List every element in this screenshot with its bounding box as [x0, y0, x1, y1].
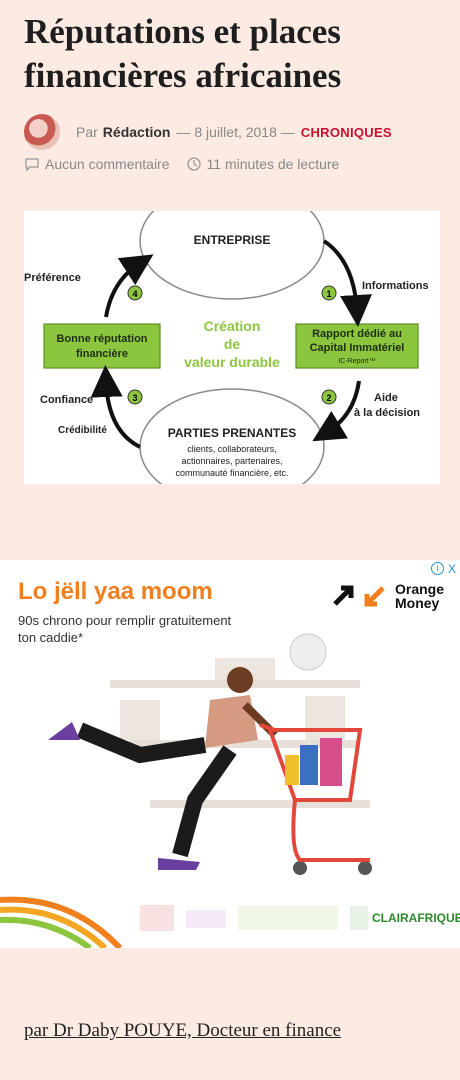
left-box [43, 323, 161, 369]
right-box [295, 323, 419, 369]
brand-line-1: Orange [394, 581, 444, 597]
arrow-4 [104, 254, 154, 318]
ad-headline: Lo jëll yaa moom [18, 578, 213, 605]
cart-wheel-2 [358, 861, 372, 875]
partner-clairafrique: CLAIRAFRIQUE [372, 911, 460, 925]
shelf-box-2 [120, 700, 160, 740]
step-1-badge [321, 285, 337, 301]
center-line-2: de [224, 336, 241, 352]
stripe-3 [0, 916, 92, 948]
top-label: ENTREPRISE [194, 233, 271, 247]
left-box-line-2: financière [76, 348, 128, 360]
step-3-badge [127, 389, 143, 405]
author-link[interactable]: Rédaction [102, 124, 171, 140]
read-time: 11 minutes de lecture [206, 156, 340, 172]
man-leg-back [76, 722, 207, 764]
comment-icon [25, 158, 39, 172]
top-ellipse [139, 211, 325, 300]
shelf-2 [130, 740, 360, 748]
shelf-box-3 [305, 696, 345, 740]
arrow-1 [322, 239, 373, 327]
label-preference: Préférence [24, 272, 81, 284]
cart-wheel-1 [293, 861, 307, 875]
man-leg-front [172, 745, 237, 858]
step-4-badge [127, 285, 143, 301]
category-link[interactable]: CHRONIQUES [300, 124, 392, 140]
close-icon[interactable]: X [447, 562, 456, 576]
bottom-title: PARTIES PRENANTES [168, 426, 296, 440]
article-stats: Aucun commentaire 11 minutes de lecture [24, 156, 444, 172]
bottom-line-3: communauté financière, etc. [175, 468, 288, 478]
label-confiance: Confiance [40, 394, 93, 406]
center-line-3: valeur durable [184, 354, 280, 370]
label-credibilite: Crédibilité [58, 425, 107, 436]
author-byline[interactable]: par Dr Daby POUYE, Docteur en finance [24, 1020, 342, 1041]
author-avatar[interactable] [24, 114, 60, 150]
cart-items-3 [285, 755, 299, 785]
author-prefix: Par [76, 124, 98, 140]
step-3-num: 3 [132, 393, 137, 403]
clock-icon [186, 157, 201, 171]
right-box-line-2: Capital Immatériel [310, 342, 405, 354]
value-creation-diagram: ENTREPRISE PARTIES PRENANTES clients, co… [24, 211, 440, 484]
shoe-front [158, 858, 200, 870]
label-informations: Informations [362, 280, 429, 292]
post-date: — 8 juillet, 2018 — [176, 124, 295, 140]
label-decision: à la décision [354, 407, 420, 419]
arrow-2 [312, 380, 361, 442]
right-box-sub: IC-Report™ [338, 358, 375, 365]
stripe-1 [0, 896, 123, 948]
arrow-3 [90, 365, 141, 449]
step-2-badge [321, 389, 337, 405]
step-1-num: 1 [326, 289, 331, 299]
orange-money-logo: Orange Money [331, 582, 444, 610]
cart-handle [259, 723, 276, 732]
left-box-line-1: Bonne réputation [56, 333, 147, 345]
advertisement[interactable]: i X Lo jëll yaa moom 90s chrono pour rem… [0, 560, 460, 948]
stripe-2 [0, 906, 108, 948]
cart-frame [291, 799, 370, 862]
partner-logo-4-icon [350, 906, 368, 930]
right-box-line-1: Rapport dédié au [312, 328, 402, 340]
label-aide: Aide [374, 392, 398, 404]
center-line-1: Création [204, 318, 261, 334]
partner-logo-1 [140, 905, 174, 931]
comments-link[interactable]: Aucun commentaire [45, 156, 170, 172]
shoe-back [48, 722, 80, 740]
man-head [227, 667, 253, 693]
ad-choices[interactable]: i X [430, 562, 456, 576]
article-meta: Par Rédaction — 8 juillet, 2018 — CHRONI… [24, 114, 444, 150]
step-4-num: 4 [132, 289, 137, 299]
info-icon[interactable]: i [430, 562, 444, 575]
orange-money-arrows-icon [333, 585, 385, 607]
man-torso [205, 695, 258, 748]
partner-logo-2 [186, 910, 226, 928]
brand-line-2: Money [394, 595, 440, 611]
cart-items-2 [320, 738, 342, 786]
step-2-num: 2 [326, 393, 331, 403]
ad-subtitle: 90s chrono pour remplir gratuitement ton… [18, 613, 232, 645]
bottom-line-2: actionnaires, partenaires, [181, 456, 282, 466]
partner-logo-3 [238, 906, 338, 930]
article-title: Réputations et places financières africa… [24, 12, 342, 95]
shelf-3 [150, 800, 370, 808]
ad-illustration: CLAIRAFRIQUE [0, 633, 460, 948]
globe [289, 633, 327, 671]
cart-items-1 [300, 745, 318, 785]
bottom-line-1: clients, collaborateurs, [187, 444, 277, 454]
